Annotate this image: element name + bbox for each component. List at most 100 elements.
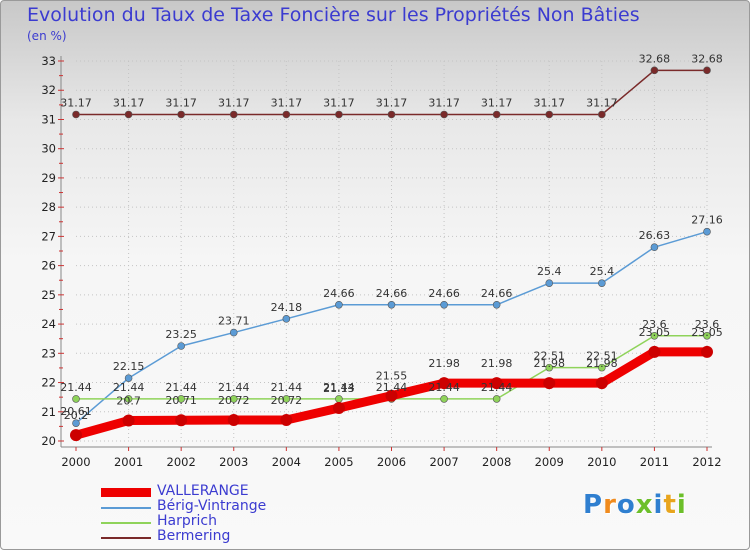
- data-label: 25.4: [590, 265, 615, 278]
- data-label: 26.63: [639, 229, 671, 242]
- data-point: [595, 377, 608, 390]
- data-label: 22.15: [113, 360, 145, 373]
- data-label: 31.17: [376, 96, 408, 109]
- data-point: [703, 227, 711, 236]
- data-point: [650, 66, 659, 75]
- data-label: 21.44: [113, 381, 145, 394]
- data-label: 21.44: [218, 381, 250, 394]
- legend-swatch: [101, 537, 151, 539]
- data-point: [227, 413, 240, 426]
- data-label: 20.71: [165, 394, 197, 407]
- data-point: [124, 374, 133, 382]
- data-point: [598, 363, 606, 372]
- data-label: 20.72: [271, 394, 303, 407]
- data-label: 21.13: [323, 382, 355, 395]
- data-point: [229, 328, 238, 337]
- data-point: [543, 377, 556, 390]
- x-tick-label: 2011: [640, 455, 669, 469]
- data-label: 31.17: [165, 96, 197, 109]
- x-tick-label: 2012: [692, 455, 721, 469]
- data-point: [335, 300, 343, 309]
- data-label: 21.44: [481, 381, 513, 394]
- x-tick-label: 2003: [219, 455, 248, 469]
- data-point: [492, 300, 501, 309]
- data-label: 24.66: [481, 287, 513, 300]
- data-label: 27.16: [691, 214, 723, 227]
- data-point: [701, 345, 713, 358]
- logo-letter: o: [616, 490, 636, 520]
- data-point: [122, 414, 135, 427]
- legend-swatch: [101, 488, 151, 497]
- data-point: [282, 315, 291, 323]
- data-point: [282, 395, 291, 403]
- x-tick-label: 2010: [587, 455, 616, 469]
- x-tick-label: 2009: [535, 455, 564, 469]
- data-label: 21.98: [481, 357, 513, 370]
- data-label: 22.51: [534, 350, 566, 363]
- data-label: 31.17: [481, 96, 513, 109]
- logo-letter: r: [603, 490, 617, 520]
- data-point: [438, 377, 451, 390]
- data-label: 24.66: [428, 287, 460, 300]
- data-label: 23.05: [639, 326, 671, 339]
- data-label: 23.71: [218, 315, 250, 328]
- data-label: 20.72: [218, 394, 250, 407]
- data-point: [177, 395, 185, 403]
- x-tick-label: 2001: [114, 455, 143, 469]
- y-tick-label: 24: [41, 317, 56, 331]
- data-point: [440, 395, 448, 403]
- data-label: 21.98: [428, 357, 460, 370]
- proxiti-logo: Proxiti: [583, 490, 687, 520]
- y-tick-label: 21: [41, 405, 56, 419]
- data-label: 31.17: [586, 96, 618, 109]
- data-label: 31.17: [60, 96, 92, 109]
- data-point: [72, 110, 80, 119]
- legend-label: Bérig-Vintrange: [157, 498, 267, 514]
- y-tick-label: 33: [41, 54, 56, 68]
- data-label: 31.17: [534, 96, 566, 109]
- y-tick-label: 25: [41, 288, 56, 302]
- data-label: 21.98: [534, 357, 566, 370]
- y-unit-label: (en %): [27, 29, 67, 43]
- data-point: [490, 377, 503, 390]
- y-tick-label: 32: [41, 83, 56, 97]
- y-tick-label: 20: [41, 434, 56, 448]
- data-label: 24.18: [271, 301, 303, 314]
- data-point: [229, 110, 238, 119]
- y-tick-label: 22: [41, 376, 56, 390]
- data-label: 21.98: [586, 357, 618, 370]
- data-point: [492, 395, 501, 403]
- data-label: 23.25: [165, 328, 197, 341]
- x-tick-label: 2007: [429, 455, 458, 469]
- data-label: 23.6: [695, 318, 720, 331]
- legend-swatch: [101, 522, 151, 524]
- data-point: [598, 279, 606, 287]
- data-label: 21.44: [60, 381, 92, 394]
- y-tick-label: 30: [41, 142, 56, 156]
- data-point: [650, 331, 659, 340]
- data-point: [177, 110, 185, 119]
- y-tick-label: 27: [41, 229, 56, 243]
- data-point: [440, 300, 448, 309]
- data-point: [492, 110, 501, 119]
- data-label: 21.44: [271, 381, 303, 394]
- data-label: 23.05: [691, 326, 723, 339]
- data-label: 32.68: [639, 52, 671, 65]
- y-tick-label: 28: [41, 200, 56, 214]
- data-point: [335, 395, 343, 403]
- data-point: [70, 429, 82, 442]
- data-point: [124, 110, 133, 119]
- data-label: 31.17: [113, 96, 145, 109]
- legend-label: VALLERANGE: [157, 483, 249, 499]
- logo-letter: x: [635, 490, 654, 520]
- legend-label: Bermering: [157, 528, 231, 544]
- x-tick-label: 2005: [324, 455, 353, 469]
- y-tick-label: 29: [41, 171, 56, 185]
- data-point: [387, 110, 396, 119]
- data-point: [440, 110, 448, 119]
- data-point: [385, 389, 398, 402]
- data-point: [703, 66, 711, 75]
- x-tick-label: 2008: [482, 455, 511, 469]
